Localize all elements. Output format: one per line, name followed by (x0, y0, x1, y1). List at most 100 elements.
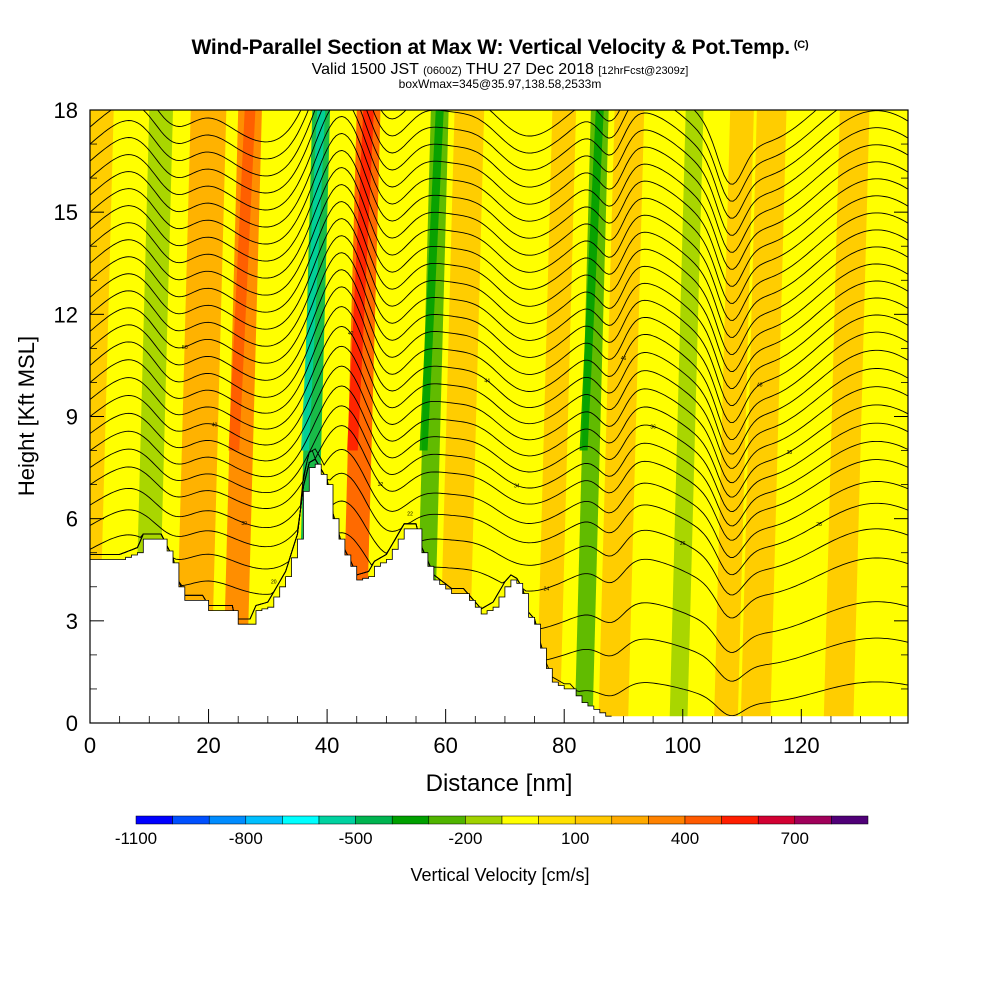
colorbar-swatch (611, 815, 649, 825)
theta-contour (90, 110, 908, 236)
colorbar-swatch (282, 815, 320, 825)
theta-contour (90, 110, 838, 202)
colorbar-swatch (757, 815, 796, 825)
velocity-band (669, 110, 704, 723)
y-tick-label: 15 (54, 200, 78, 225)
x-tick-label: 0 (84, 733, 96, 758)
velocity-band (714, 110, 754, 723)
velocity-band (506, 110, 547, 723)
x-tick-label: 120 (783, 733, 820, 758)
theta-contour (90, 150, 908, 304)
colorbar-swatch (574, 815, 613, 825)
contour-label: 28 (816, 522, 822, 528)
colorbar-swatch (794, 815, 832, 825)
theta-contour (90, 167, 908, 321)
contour-label: 26 (680, 541, 686, 547)
forecast-info: [12hrFcst@2309z] (598, 65, 689, 77)
contour-label: 42 (348, 331, 354, 337)
y-axis-label: Height [Kft MSL] (14, 336, 39, 496)
theta-contour (90, 458, 908, 653)
theta-contour (90, 110, 817, 185)
colorbar-swatch (391, 815, 430, 825)
valid-prefix: Valid 1500 JST (311, 61, 419, 78)
theta-contour (90, 458, 908, 576)
theta-contour (90, 218, 908, 372)
x-tick-label: 40 (315, 733, 339, 758)
theta-contour (90, 184, 908, 338)
colorbar-tick-label: 700 (781, 829, 809, 848)
x-tick-label: 100 (664, 733, 701, 758)
contour-label: 50 (182, 345, 188, 351)
contour-label: 20 (271, 580, 277, 586)
colorbar-swatch (684, 815, 722, 825)
theta-contour (90, 110, 908, 219)
box-wmax-info: boxWmax=345@35.97,138.58,2533m (398, 77, 602, 91)
contour-label: 46 (621, 356, 627, 362)
terrain (90, 463, 908, 723)
theta-contour (90, 306, 908, 455)
contour-label: 48 (757, 383, 763, 389)
contour-label: 22 (407, 512, 413, 518)
colorbar-swatch (172, 815, 210, 825)
y-tick-label: 12 (54, 302, 78, 327)
colorbar-swatch (428, 815, 466, 825)
y-tick-label: 9 (66, 405, 78, 430)
colorbar-tick-label: -200 (448, 829, 482, 848)
x-tick-label: 80 (552, 733, 576, 758)
colorbar-swatch (318, 815, 356, 825)
velocity-band (740, 110, 787, 723)
theta-contour (90, 235, 908, 389)
chart-title: Wind-Parallel Section at Max W: Vertical… (0, 36, 1000, 60)
contour-label: 32 (378, 482, 384, 488)
colorbar-swatch (208, 815, 247, 825)
colorbar-tick-label: -800 (229, 829, 263, 848)
velocity-core (228, 110, 256, 451)
contour-label: 30 (241, 521, 247, 527)
colorbar: -1100 -800 -500 -200 100 400 700 (115, 815, 869, 848)
velocity-core (301, 110, 326, 451)
x-axis-label: Distance [nm] (426, 770, 573, 797)
theta-contour (90, 448, 908, 558)
theta-contour (90, 110, 908, 253)
velocity-band (823, 110, 870, 723)
x-tick-label: 60 (433, 733, 457, 758)
contour-label: 24 (544, 586, 550, 592)
contour-label: 44 (484, 378, 490, 384)
colorbar-tick-label: 400 (671, 829, 699, 848)
colorbar-tick-label: -500 (339, 829, 373, 848)
contour-label: 38 (787, 450, 793, 456)
colorbar-swatch (355, 815, 393, 825)
theta-contour (90, 269, 908, 424)
theta-contours: 20 22 24 26 28 30 32 34 36 38 40 42 44 46 48 50 (90, 110, 908, 717)
colorbar-swatch (465, 815, 503, 825)
y-tick-label: 6 (66, 507, 78, 532)
chart-title-text: Wind-Parallel Section at Max W: Vertical… (191, 36, 791, 59)
contour-label: 36 (650, 424, 656, 430)
theta-contour (90, 252, 908, 406)
velocity-band (598, 110, 645, 723)
velocity-band (536, 110, 577, 723)
velocity-band (438, 110, 485, 723)
valid-time: Valid 1500 JST (0600Z) THU 27 Dec 2018 [… (0, 61, 1000, 79)
copyright-mark: (C) (793, 39, 809, 51)
theta-contour (90, 385, 908, 512)
velocity-band (174, 110, 227, 723)
colorbar-swatch (648, 815, 686, 825)
theta-contour (90, 286, 908, 441)
valid-date: THU 27 Dec 2018 (465, 61, 594, 78)
y-tick-label: 3 (66, 609, 78, 634)
velocity-band (222, 110, 262, 723)
contour-label: 34 (514, 483, 520, 489)
x-tick-label: 20 (196, 733, 220, 758)
theta-contour (90, 345, 908, 484)
colorbar-swatch (135, 815, 173, 825)
theta-contour (90, 425, 908, 541)
theta-contour (90, 133, 908, 287)
colorbar-tick-label: 100 (561, 829, 589, 848)
contour-label: 40 (212, 423, 218, 429)
colorbar-swatch (501, 815, 539, 825)
velocity-core (579, 110, 604, 451)
theta-contour (90, 116, 908, 270)
y-tick-label: 0 (66, 711, 78, 736)
